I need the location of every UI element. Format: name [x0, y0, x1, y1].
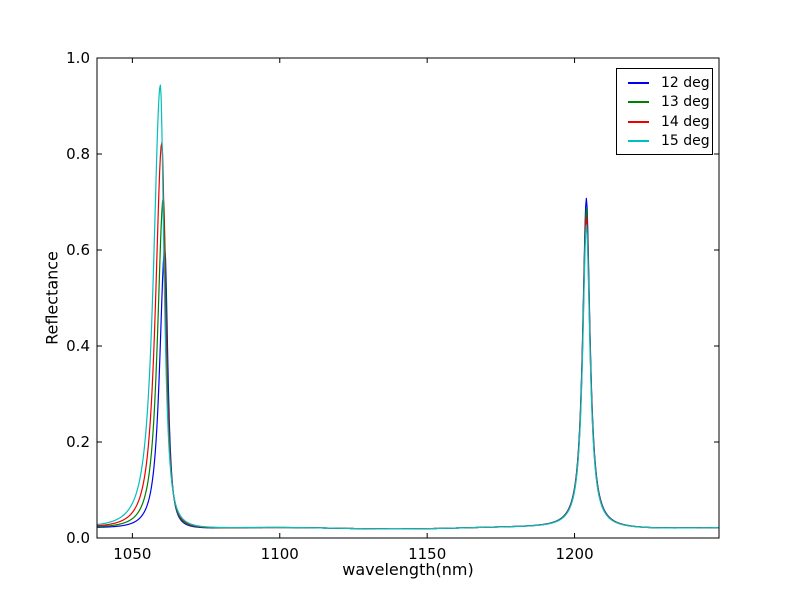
x-tick-label: 1200 — [555, 545, 594, 563]
y-tick-label: 0.8 — [66, 145, 90, 163]
legend-line-swatch — [628, 101, 649, 104]
legend-label: 13 deg — [661, 94, 710, 111]
y-axis-label: Reflectance — [42, 251, 62, 345]
y-tick-label: 0.4 — [66, 337, 90, 355]
legend: 12 deg 13 deg 14 deg 15 deg — [616, 68, 713, 155]
legend-label: 12 deg — [661, 74, 710, 91]
y-tick-label: 0.6 — [66, 241, 90, 259]
legend-item: 14 deg — [617, 112, 712, 131]
legend-line-swatch — [628, 81, 649, 84]
legend-label: 14 deg — [661, 113, 710, 130]
y-tick-label: 1.0 — [66, 49, 90, 67]
series-line-14-deg — [97, 142, 719, 530]
legend-item: 15 deg — [617, 132, 712, 151]
series-line-15-deg — [97, 84, 719, 530]
x-tick-label: 1050 — [113, 545, 152, 563]
series-line-12-deg — [97, 197, 719, 530]
legend-label: 15 deg — [661, 133, 710, 150]
y-tick-label: 0.0 — [66, 529, 90, 547]
series-line-13-deg — [97, 197, 719, 530]
x-axis-label: wavelength(nm) — [342, 560, 474, 579]
x-tick-label: 1100 — [260, 545, 299, 563]
legend-line-swatch — [628, 120, 649, 123]
legend-item: 12 deg — [617, 73, 712, 92]
legend-item: 13 deg — [617, 93, 712, 112]
y-tick-label: 0.2 — [66, 433, 90, 451]
x-tick-label: 1150 — [408, 545, 447, 563]
axes-frame — [96, 57, 720, 539]
legend-line-swatch — [628, 140, 649, 143]
